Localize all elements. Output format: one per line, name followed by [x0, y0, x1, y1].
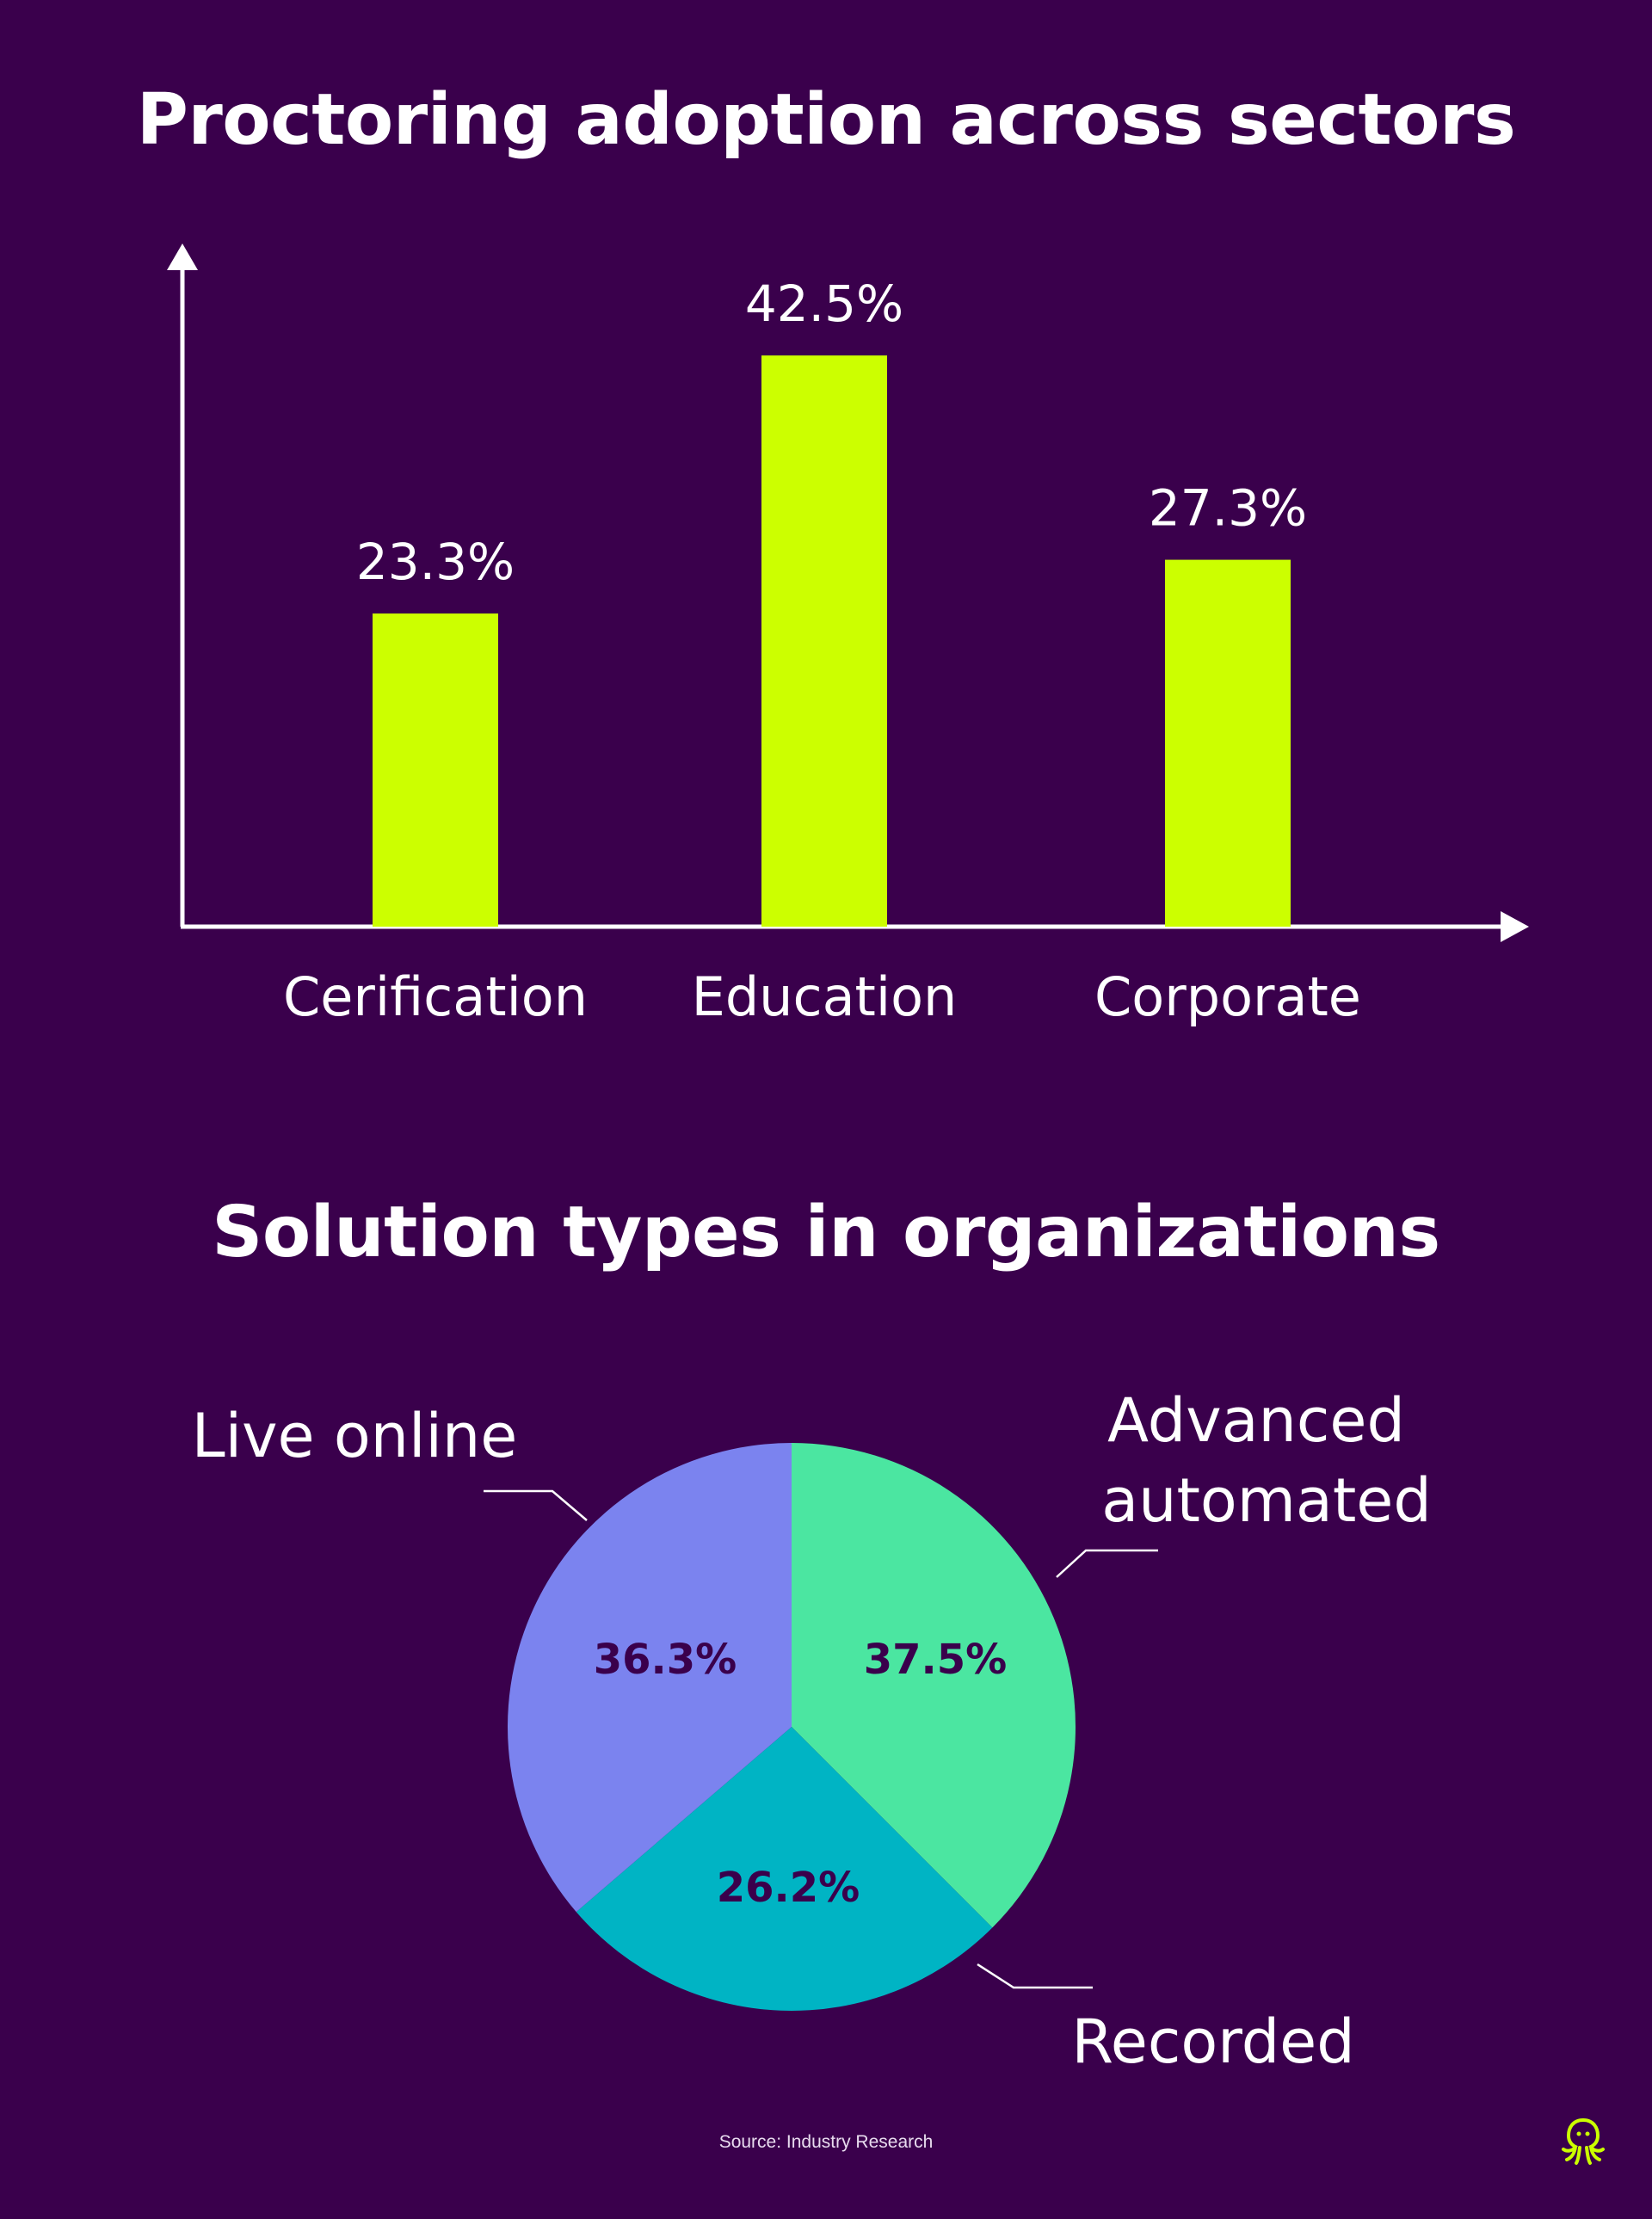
bar-education: [761, 355, 887, 927]
callout-line: [977, 1963, 1093, 1989]
bar-value-label: 42.5%: [745, 274, 903, 333]
bar-value-labels: 23.3% 42.5% 27.3%: [356, 274, 1307, 591]
bar-category-labels: Cerification Education Corporate: [283, 965, 1361, 1028]
pie-slice-recorded: [576, 1727, 993, 2011]
bar-value-label: 27.3%: [1149, 479, 1307, 538]
pie-slice-live-online: [507, 1443, 792, 1913]
callout-line: [1056, 1549, 1158, 1578]
bar-cerification: [373, 613, 498, 927]
pie-slice-advanced-automated: [792, 1443, 1076, 1928]
slice-value-label: 26.2%: [717, 1864, 860, 1912]
bar-value-label: 23.3%: [356, 533, 515, 591]
pie-chart-title: Solution types in organizations: [212, 1192, 1440, 1273]
octopus-icon: [1562, 2118, 1605, 2165]
pie-callouts: Advanced automated Recorded Live online: [192, 1385, 1432, 2077]
slice-category-label: Advanced automated: [1101, 1385, 1432, 1536]
y-axis-arrow: [167, 243, 198, 270]
bar-corporate: [1165, 559, 1291, 927]
callout-line: [484, 1489, 588, 1521]
slice-category-label: Recorded: [1071, 2006, 1354, 2077]
pie-chart: 37.5% 26.2% 36.3% Advanced automated Recorde…: [192, 1385, 1432, 2077]
bars-group: [373, 355, 1291, 927]
category-label: Cerification: [283, 965, 588, 1028]
category-label: Corporate: [1094, 965, 1361, 1028]
category-label: Education: [692, 965, 958, 1028]
x-axis-arrow: [1501, 911, 1529, 942]
bar-chart: 23.3% 42.5% 27.3% Cerification Education Cor…: [167, 243, 1529, 1028]
slice-category-label: Live online: [192, 1401, 518, 1471]
source-note: Source: Industry Research: [718, 2132, 934, 2152]
bar-chart-title: Proctoring adoption across sectors: [136, 79, 1516, 161]
slice-value-label: 36.3%: [594, 1636, 737, 1684]
pie-slices-group: [507, 1443, 1076, 2011]
pie-slice-labels: 37.5% 26.2% 36.3%: [594, 1636, 1008, 1912]
slice-value-label: 37.5%: [864, 1636, 1008, 1684]
